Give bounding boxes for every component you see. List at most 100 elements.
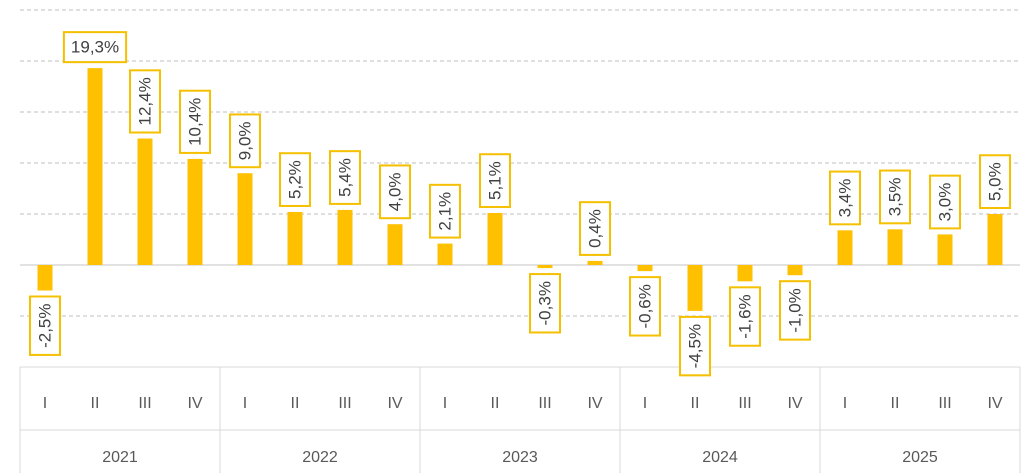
- data-label-text: 12,4%: [135, 77, 154, 125]
- group-label: 2022: [302, 449, 338, 466]
- bar: [187, 158, 203, 265]
- data-label-text: 9,0%: [235, 121, 254, 160]
- x-tick-label: IV: [587, 395, 602, 412]
- bar: [437, 243, 453, 265]
- label-box: [29, 295, 61, 356]
- bar: [337, 209, 353, 265]
- x-tick-label: III: [138, 395, 151, 412]
- x-tick-label: I: [443, 395, 447, 412]
- data-label-text: -2,5%: [35, 304, 54, 348]
- label-box: [429, 183, 461, 239]
- data-label-text: 3,0%: [935, 183, 954, 222]
- bar: [237, 173, 253, 265]
- x-tick-label: II: [891, 395, 900, 412]
- label-box: [62, 31, 128, 64]
- data-label-text: 5,2%: [285, 160, 304, 199]
- bar: [37, 265, 53, 291]
- data-label-text: -1,6%: [735, 294, 754, 338]
- bar: [687, 265, 703, 311]
- label-box: [829, 170, 861, 226]
- x-tick-label: IV: [387, 395, 402, 412]
- data-label-text: 10,4%: [185, 98, 204, 146]
- label-box: [529, 273, 561, 334]
- data-label-text: -0,6%: [635, 284, 654, 328]
- bar: [87, 68, 103, 265]
- bar: [987, 214, 1003, 265]
- data-label: 2,1%: [429, 183, 461, 239]
- data-label: -2,5%: [29, 295, 61, 356]
- bar: [537, 265, 553, 269]
- data-label-text: -1,0%: [785, 288, 804, 332]
- data-label: 5,0%: [979, 154, 1011, 209]
- label-box: [929, 174, 961, 230]
- data-label: 0,4%: [579, 201, 611, 256]
- bar: [487, 212, 503, 265]
- bar: [587, 260, 603, 265]
- label-box: [329, 150, 361, 205]
- group-label: 2021: [102, 449, 138, 466]
- label-box: [379, 164, 411, 220]
- data-label-text: 2,1%: [435, 192, 454, 231]
- x-tick-label: I: [43, 395, 47, 412]
- data-label-text: -4,5%: [685, 324, 704, 368]
- data-label: -0,3%: [529, 273, 561, 334]
- label-box: [579, 201, 611, 256]
- data-label-text: 3,4%: [835, 179, 854, 218]
- x-tick-label: I: [243, 395, 247, 412]
- group-label: 2024: [702, 449, 738, 466]
- bar: [137, 138, 153, 265]
- data-label-text: 3,5%: [885, 178, 904, 217]
- label-box: [229, 113, 261, 169]
- data-label: -0,6%: [629, 276, 661, 337]
- bar: [287, 211, 303, 265]
- data-label-text: -0,3%: [535, 281, 554, 325]
- bar: [887, 229, 903, 265]
- group-label: 2025: [902, 449, 938, 466]
- x-tick-label: III: [338, 395, 351, 412]
- data-label: 3,5%: [879, 169, 911, 225]
- label-box: [279, 152, 311, 207]
- data-label: 3,4%: [829, 170, 861, 226]
- data-label: -1,6%: [729, 286, 761, 347]
- x-tick-label: III: [738, 395, 751, 412]
- x-tick-label: II: [91, 395, 100, 412]
- data-label: 4,0%: [379, 164, 411, 220]
- bar: [937, 234, 953, 265]
- x-tick-label: IV: [787, 395, 802, 412]
- data-label-text: 4,0%: [385, 172, 404, 211]
- x-tick-label: II: [291, 395, 300, 412]
- bar: [637, 265, 653, 272]
- data-label: 5,4%: [329, 150, 361, 205]
- bar: [387, 224, 403, 265]
- data-label: 5,1%: [479, 153, 511, 208]
- label-box: [729, 286, 761, 347]
- label-box: [779, 280, 811, 341]
- data-label-text: 19,3%: [71, 38, 119, 57]
- data-label-text: 5,1%: [485, 161, 504, 200]
- data-label: 9,0%: [229, 113, 261, 169]
- group-label: 2023: [502, 449, 538, 466]
- data-label-text: 5,0%: [985, 162, 1004, 201]
- label-box: [879, 169, 911, 225]
- bar: [787, 265, 803, 276]
- x-tick-label: I: [643, 395, 647, 412]
- bar: [737, 265, 753, 282]
- data-label: 19,3%: [62, 31, 128, 64]
- label-box: [629, 276, 661, 337]
- label-box: [979, 154, 1011, 209]
- x-tick-label: III: [538, 395, 551, 412]
- data-label: -4,5%: [679, 315, 711, 377]
- data-label: 10,4%: [179, 89, 211, 154]
- label-box: [679, 315, 711, 377]
- data-label-text: 0,4%: [585, 209, 604, 248]
- data-label: -1,0%: [779, 280, 811, 341]
- x-tick-label: II: [491, 395, 500, 412]
- bar: [837, 230, 853, 265]
- x-tick-label: IV: [187, 395, 202, 412]
- data-label: 12,4%: [129, 69, 161, 134]
- label-box: [479, 153, 511, 208]
- x-tick-label: I: [843, 395, 847, 412]
- data-label-text: 5,4%: [335, 158, 354, 197]
- x-tick-label: IV: [987, 395, 1002, 412]
